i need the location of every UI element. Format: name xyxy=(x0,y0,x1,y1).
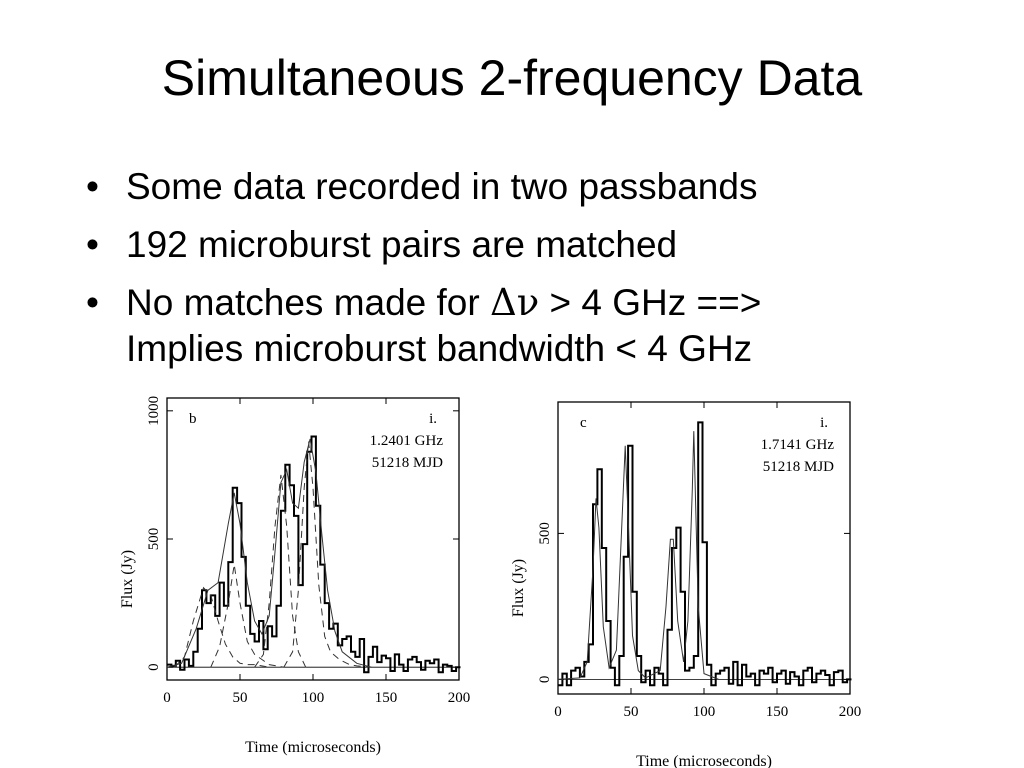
component-fit-dashed xyxy=(254,474,307,668)
x-tick-label: 50 xyxy=(233,690,248,706)
total-fit-curve xyxy=(557,431,719,680)
bullet-text-prefix: No matches made for xyxy=(126,282,490,323)
page-title: Simultaneous 2-frequency Data xyxy=(161,50,863,106)
bullet-text-suffix: > 4 GHz ==> xyxy=(539,282,762,323)
y-tick-label: 500 xyxy=(537,522,553,545)
corner-label: i. xyxy=(429,411,437,427)
component-fit-dashed xyxy=(283,441,372,668)
bullet-marker: • xyxy=(86,224,99,265)
bullet-item: • Some data recorded in two passbands xyxy=(86,164,966,210)
x-axis-label: Time (microseconds) xyxy=(245,739,381,756)
frequency-annotation: 1.2401 GHz xyxy=(370,433,444,449)
total-fit-curve xyxy=(166,438,372,668)
x-tick-label: 200 xyxy=(448,690,471,706)
panel-label: c xyxy=(580,415,587,431)
frequency-annotation: 51218 MJD xyxy=(763,459,834,475)
y-axis-label: Flux (Jy) xyxy=(119,550,136,608)
flux-histogram-series xyxy=(558,421,852,687)
bullet-marker: • xyxy=(86,166,99,207)
bullet-continuation: Implies microburst bandwidth < 4 GHz xyxy=(126,328,753,369)
bullet-text: Some data recorded in two passbands xyxy=(126,166,758,207)
x-tick-label: 0 xyxy=(554,704,562,720)
plot-frame xyxy=(557,401,851,695)
bullet-marker: • xyxy=(86,282,99,323)
y-tick-label: 0 xyxy=(537,676,553,684)
bullet-list: • Some data recorded in two passbands • … xyxy=(86,164,966,384)
bullet-item: • 192 microburst pairs are matched xyxy=(86,222,966,268)
y-tick-label: 1000 xyxy=(146,396,162,426)
x-tick-label: 100 xyxy=(693,704,716,720)
bullet-text: 192 microburst pairs are matched xyxy=(126,224,678,265)
x-tick-label: 150 xyxy=(375,690,398,706)
y-tick-label: 500 xyxy=(146,528,162,551)
y-axis-label: Flux (Jy) xyxy=(510,559,527,617)
corner-label: i. xyxy=(820,415,828,431)
flux-histogram-series xyxy=(167,435,461,674)
component-fit-dashed xyxy=(173,586,270,668)
frequency-annotation: 51218 MJD xyxy=(372,455,443,471)
component-fit-dashed xyxy=(210,564,284,668)
y-tick-label: 0 xyxy=(146,663,162,671)
x-tick-label: 100 xyxy=(302,690,325,706)
panel-label: b xyxy=(189,411,197,427)
bullet-item: • No matches made for Δν > 4 GHz ==> Imp… xyxy=(86,280,966,372)
x-tick-label: 150 xyxy=(766,704,789,720)
x-tick-label: 0 xyxy=(163,690,171,706)
flux-chart-1-2401-ghz: 0 50 100 150 200 0 500 1000 b i. 1.2401 GHz 51218 M… xyxy=(119,396,471,756)
x-tick-label: 50 xyxy=(624,704,639,720)
delta-nu-symbol: Δν xyxy=(489,281,540,324)
x-axis-label: Time (microseconds) xyxy=(636,753,772,768)
frequency-annotation: 1.7141 GHz xyxy=(761,437,835,453)
x-tick-label: 200 xyxy=(839,704,862,720)
